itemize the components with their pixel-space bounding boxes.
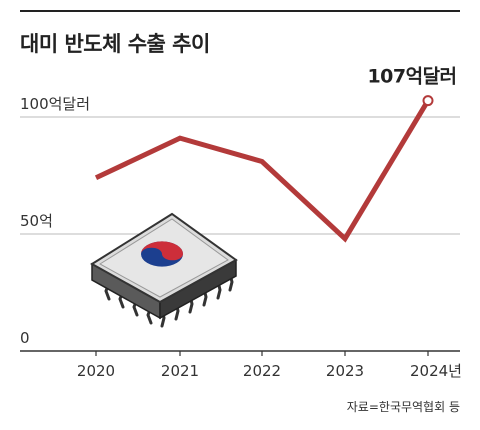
x-axis-labels: 2020 2021 2022 2023 2024년 xyxy=(77,362,462,380)
chart-title: 대미 반도체 수출 추이 xyxy=(20,32,210,56)
semiconductor-chip-icon xyxy=(90,212,238,328)
y-axis-labels: 0 50억 100억달러 xyxy=(20,95,90,347)
annotation-label: 107억달러 xyxy=(367,66,456,88)
top-rule xyxy=(20,10,460,12)
x-tick-label: 2023 xyxy=(326,362,364,380)
data-point-2024 xyxy=(422,95,434,107)
x-axis-ticks xyxy=(95,351,429,356)
y-tick-label: 0 xyxy=(20,329,30,347)
gridlines xyxy=(20,116,460,235)
series-line xyxy=(94,99,431,243)
y-tick-label: 100억달러 xyxy=(20,95,90,113)
x-tick-label: 2022 xyxy=(243,362,281,380)
source-note: 자료=한국무역협회 등 xyxy=(346,400,460,414)
x-tick-label: 2020 xyxy=(77,362,115,380)
x-tick-label: 2024년 xyxy=(410,362,462,380)
y-tick-label: 50억 xyxy=(20,212,53,230)
x-tick-label: 2021 xyxy=(161,362,199,380)
